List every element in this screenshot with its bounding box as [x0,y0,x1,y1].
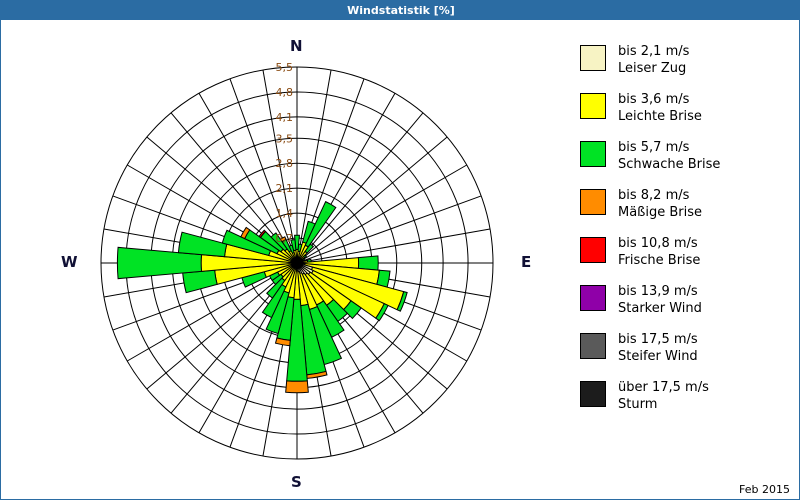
radial-tick-label-2: 2,1 [276,182,294,195]
content-area: 0,7 1,4 2,1 2,8 3,5 4,1 4,8 5,5 N E S W bis 2,1… [2,21,798,498]
radial-tick-label-4: 3,5 [276,132,294,145]
legend-label-leiser-zug: bis 2,1 m/s Leiser Zug [618,43,689,77]
legend-swatch-leiser-zug [580,45,606,71]
legend-speed-leichte-brise: bis 3,6 m/s [618,92,690,107]
wind-rose-petals [116,200,408,394]
legend-label-starker-wind: bis 13,9 m/s Starker Wind [618,283,702,317]
petal-290-bin2 [221,229,272,257]
radial-tick-label-7: 5,5 [276,61,294,74]
legend-item-starker-wind: bis 13,9 m/s Starker Wind [580,283,790,327]
radial-tick-label-0: 0,7 [276,232,294,245]
legend-name-leiser-zug: Leiser Zug [618,61,687,76]
grid-spoke-350 [262,69,298,264]
legend-item-sturm: über 17,5 m/s Sturm [580,379,790,423]
legend-label-steifer-wind: bis 17,5 m/s Steifer Wind [618,331,698,365]
petal-210-bin2 [261,283,287,319]
footer-period: Feb 2015 [739,483,790,496]
petal-330-bin3 [279,236,287,243]
window-title: Windstatistik [%] [347,4,455,17]
petal-320-bin2 [270,232,288,252]
petal-280-bin2 [177,231,228,258]
legend-name-maessige-brise: Mäßige Brise [618,205,703,220]
petal-220-bin2 [266,277,286,299]
legend-item-schwache-brise: bis 5,7 m/s Schwache Brise [580,139,790,183]
petal-90-bin2 [357,255,379,271]
legend-swatch-maessige-brise [580,189,606,215]
legend-item-maessige-brise: bis 8,2 m/s Mäßige Brise [580,187,790,231]
radial-tick-label-3: 2,8 [276,157,294,170]
legend-speed-schwache-brise: bis 5,7 m/s [618,140,690,155]
legend: bis 2,1 m/s Leiser Zug bis 3,6 m/s Leichte … [580,43,790,427]
radial-tick-label-1: 1,4 [276,207,294,220]
wind-rose-svg: 0,7 1,4 2,1 2,8 3,5 4,1 4,8 5,5 [100,61,494,460]
legend-speed-leiser-zug: bis 2,1 m/s [618,44,690,59]
petal-180-bin3 [285,380,309,394]
legend-swatch-frische-brise [580,237,606,263]
grid-spoke-70 [296,195,482,264]
radial-tick-label-5: 4,1 [276,111,294,124]
legend-swatch-starker-wind [580,285,606,311]
legend-item-leichte-brise: bis 3,6 m/s Leichte Brise [580,91,790,135]
legend-swatch-schwache-brise [580,141,606,167]
grid-spoke-60 [296,164,467,264]
grid-spoke-330 [198,93,298,264]
petal-190-bin3 [274,337,291,347]
legend-speed-starker-wind: bis 13,9 m/s [618,284,698,299]
legend-swatch-sturm [580,381,606,407]
legend-name-frische-brise: Frische Brise [618,253,701,268]
legend-name-schwache-brise: Schwache Brise [618,157,721,172]
legend-label-schwache-brise: bis 5,7 m/s Schwache Brise [618,139,720,173]
petal-310-bin4 [258,229,267,239]
legend-speed-sturm: über 17,5 m/s [618,380,709,395]
legend-name-starker-wind: Starker Wind [618,301,702,316]
petal-120-bin2 [375,302,389,322]
grid-spoke-40 [296,112,424,264]
radial-tick-label-6: 4,8 [276,86,294,99]
compass-label-west: W [61,253,78,271]
legend-item-frische-brise: bis 10,8 m/s Frische Brise [580,235,790,279]
petal-350-bin2 [290,239,297,252]
petal-130-bin2 [342,300,362,320]
legend-label-leichte-brise: bis 3,6 m/s Leichte Brise [618,91,702,125]
petal-40-bin2 [304,243,315,254]
legend-speed-steifer-wind: bis 17,5 m/s [618,332,698,347]
window-title-bar: Windstatistik [%] [1,1,799,20]
legend-label-maessige-brise: bis 8,2 m/s Mäßige Brise [618,187,702,221]
legend-name-leichte-brise: Leichte Brise [618,109,702,124]
grid-spoke-80 [296,228,491,264]
legend-item-steifer-wind: bis 17,5 m/s Steifer Wind [580,331,790,375]
legend-label-sturm: über 17,5 m/s Sturm [618,379,709,413]
grid-spoke-230 [146,262,298,390]
radial-tick-labels: 0,7 1,4 2,1 2,8 3,5 4,1 4,8 5,5 [276,61,294,245]
grid-spoke-10 [296,69,332,264]
legend-name-sturm: Sturm [618,397,658,412]
compass-label-south: S [291,473,302,491]
grid-spoke-50 [296,136,448,264]
wind-rose-chart: 0,7 1,4 2,1 2,8 3,5 4,1 4,8 5,5 N E S W [2,21,562,491]
petal-260-bin2 [182,269,218,294]
legend-swatch-steifer-wind [580,333,606,359]
legend-item-leiser-zug: bis 2,1 m/s Leiser Zug [580,43,790,87]
petal-300-bin3 [240,226,251,240]
compass-label-north: N [290,37,303,55]
compass-label-east: E [521,253,532,271]
petal-30-bin2 [304,200,337,248]
legend-label-frische-brise: bis 10,8 m/s Frische Brise [618,235,700,269]
grid-spoke-340 [229,78,298,264]
legend-swatch-leichte-brise [580,93,606,119]
petal-270-bin2 [116,246,203,280]
petal-110-bin2 [396,290,408,312]
legend-speed-frische-brise: bis 10,8 m/s [618,236,698,251]
grid-spoke-240 [127,262,298,362]
legend-speed-maessige-brise: bis 8,2 m/s [618,188,690,203]
petal-200-bin2 [265,290,290,335]
petal-50-bin2 [302,254,308,259]
legend-name-steifer-wind: Steifer Wind [618,349,698,364]
